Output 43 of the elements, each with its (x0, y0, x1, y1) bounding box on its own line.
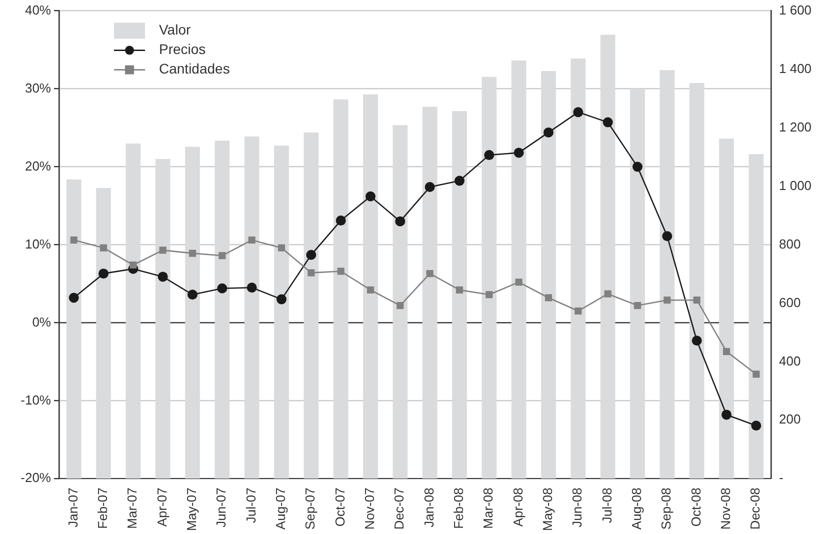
x-tick-label: Feb-08 (451, 488, 466, 529)
y-tick-label: 10% (24, 236, 52, 252)
y2-tick-label: 1 000 (779, 178, 812, 193)
x-tick-label: Jul-07 (243, 488, 258, 524)
legend-label: Cantidades (159, 60, 230, 77)
legend-label: Precios (159, 41, 206, 58)
x-tick-label: Apr-07 (154, 488, 170, 527)
y2-tick-label: 600 (779, 294, 801, 310)
x-tick-label: Oct-08 (688, 488, 704, 527)
x-tick-label: Mar-07 (124, 488, 140, 529)
x-tick-label: May-07 (184, 488, 200, 532)
x-tick-label: May-08 (540, 488, 556, 532)
x-tick-label: Nov-07 (362, 488, 378, 530)
x-tick-label: Nov-08 (718, 488, 734, 530)
x-tick-label: Dec-07 (392, 488, 407, 530)
x-tick-label: Apr-08 (510, 488, 526, 527)
y2-tick-label: 1 400 (779, 60, 812, 76)
y-tick-label: -20% (20, 470, 52, 486)
y-tick-label: 30% (24, 80, 52, 96)
x-tick-label: Dec-08 (748, 488, 763, 530)
x-tick-label: Jun-08 (570, 488, 585, 528)
x-tick-label: Jul-08 (599, 488, 614, 524)
x-tick-label: Jan-08 (421, 488, 436, 528)
y-tick-label: 20% (24, 158, 52, 174)
x-tick-label: Aug-08 (629, 488, 644, 530)
y-tick-label: -10% (20, 392, 52, 408)
x-tick-label: Jan-07 (65, 488, 80, 528)
x-tick-label: Mar-08 (480, 488, 496, 529)
x-tick-label: Sep-07 (302, 488, 318, 530)
x-tick-label: Feb-07 (95, 488, 110, 529)
x-tick-label: Jun-07 (214, 488, 229, 528)
y-tick-label: 0% (32, 314, 52, 330)
legend-label: Valor (159, 22, 191, 38)
y2-tick-label: 1 200 (779, 119, 812, 134)
x-tick-label: Oct-07 (332, 488, 348, 527)
y2-tick-label: 400 (779, 353, 801, 368)
y-tick-label: 40% (24, 2, 52, 18)
x-tick-label: Sep-08 (658, 488, 674, 530)
y2-tick-label: 1 600 (779, 2, 812, 18)
y2-tick-label: 800 (779, 236, 801, 252)
y2-tick-label: - (779, 470, 784, 486)
y2-tick-label: 200 (779, 412, 801, 427)
x-tick-label: Aug-07 (273, 488, 288, 530)
